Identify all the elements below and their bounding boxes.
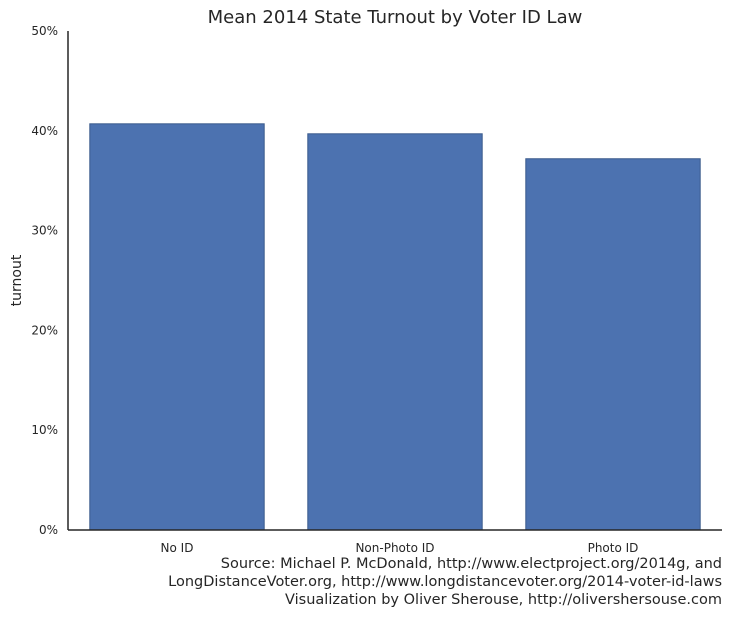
x-tick-label: Non-Photo ID — [355, 541, 434, 555]
credit-line: Visualization by Oliver Sherouse, http:/… — [285, 592, 722, 608]
y-tick-label: 0% — [39, 523, 58, 537]
source-caption: Source: Michael P. McDonald, http://www.… — [168, 555, 722, 609]
x-tick-label: No ID — [161, 541, 194, 555]
bar — [525, 158, 701, 531]
bar — [307, 133, 483, 531]
x-tick-label: Photo ID — [588, 541, 639, 555]
y-tick-label: 50% — [31, 24, 58, 38]
source-line-1: Source: Michael P. McDonald, http://www.… — [220, 556, 722, 572]
y-tick-label: 30% — [31, 224, 58, 238]
y-tick-label: 20% — [31, 323, 58, 337]
y-tick-label: 10% — [31, 423, 58, 437]
y-axis-label: turnout — [9, 254, 25, 306]
source-line-2: LongDistanceVoter.org, http://www.longdi… — [168, 574, 722, 590]
bar — [89, 123, 265, 531]
y-tick-label: 40% — [31, 124, 58, 138]
chart-title: Mean 2014 State Turnout by Voter ID Law — [207, 7, 583, 28]
